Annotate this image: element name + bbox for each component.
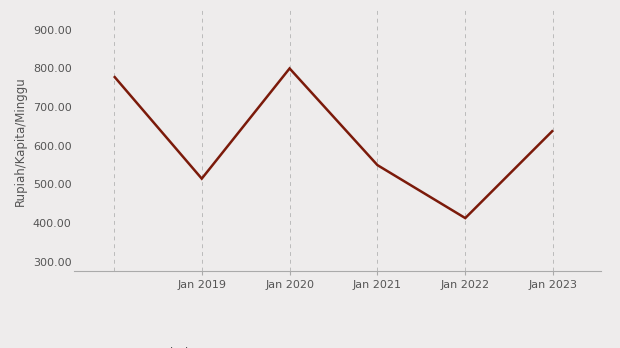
Susu Bubuk xyxy=(110,74,118,78)
Susu Bubuk xyxy=(286,66,293,71)
Legend: Susu Bubuk: Susu Bubuk xyxy=(86,342,197,348)
Y-axis label: Rupiah/Kapita/Minggu: Rupiah/Kapita/Minggu xyxy=(14,76,27,206)
Susu Bubuk xyxy=(374,163,381,167)
Line: Susu Bubuk: Susu Bubuk xyxy=(114,69,553,218)
Susu Bubuk xyxy=(461,216,469,220)
Susu Bubuk xyxy=(198,176,205,181)
Susu Bubuk xyxy=(549,128,557,132)
